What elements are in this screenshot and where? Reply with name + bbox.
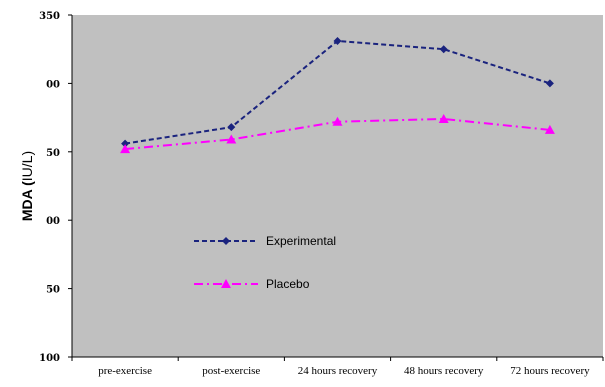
y-tick-label: 00: [46, 79, 60, 90]
plot-area: [72, 15, 603, 357]
series-layer: [120, 36, 555, 154]
legend-label: Experimental: [266, 234, 336, 248]
data-point: [333, 36, 342, 45]
legend: Experimental Placebo: [194, 234, 336, 291]
data-point: [227, 123, 236, 132]
series-placebo: [120, 113, 555, 154]
data-point: [438, 113, 449, 123]
legend-marker: [221, 279, 231, 288]
x-tick-label: 24 hours recovery: [298, 365, 378, 377]
x-tick-label: post-exercise: [202, 365, 260, 377]
data-point: [439, 45, 448, 54]
y-tick-label: 100: [39, 353, 60, 364]
data-point: [332, 116, 343, 126]
y-axis-label-unit: IU/L): [19, 151, 35, 181]
data-point: [226, 134, 237, 144]
y-axis-label: MDA (IU/L): [19, 151, 35, 221]
data-point: [121, 139, 130, 148]
x-ticks: pre-exercise post-exercise 24 hours recove…: [71, 357, 604, 377]
data-point: [544, 124, 555, 134]
legend-label: Placebo: [266, 277, 310, 291]
y-tick-label: 50: [46, 285, 60, 296]
y-tick-label: 50: [46, 148, 60, 159]
y-axis-label-bold: MDA (: [19, 181, 35, 221]
x-tick-label: 48 hours recovery: [404, 365, 484, 377]
legend-marker: [222, 237, 230, 245]
data-point: [120, 144, 131, 154]
series-experimental: [121, 36, 554, 148]
x-tick-label: 72 hours recovery: [510, 365, 590, 377]
y-tick-label: 350: [39, 11, 60, 22]
data-point: [545, 79, 554, 88]
x-tick-label: pre-exercise: [98, 365, 152, 377]
y-ticks: 350 00 50 00 50 100: [39, 11, 72, 364]
y-tick-label: 00: [46, 216, 60, 227]
